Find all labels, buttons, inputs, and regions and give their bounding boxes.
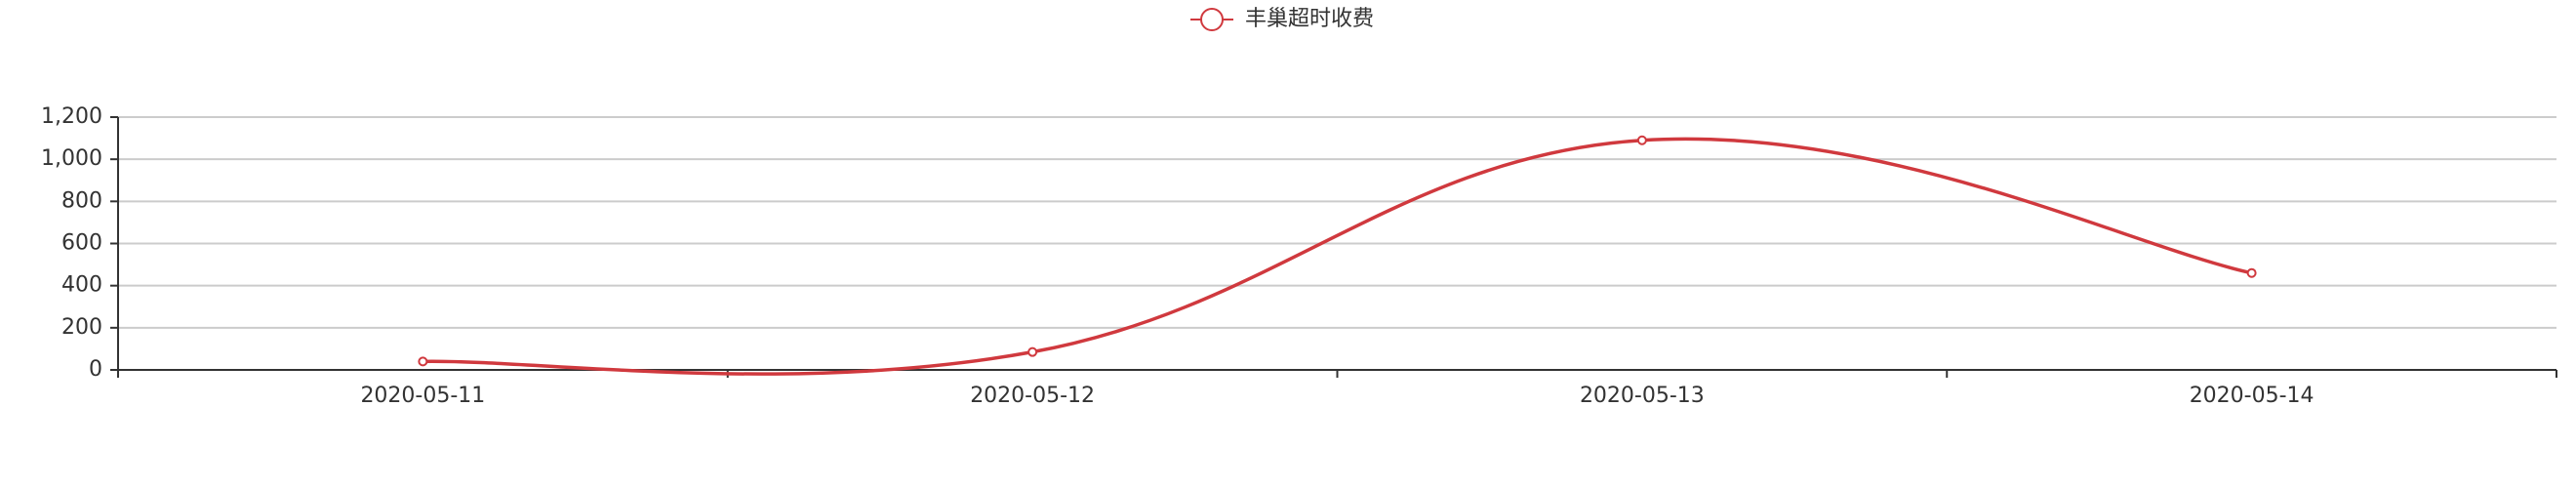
y-tick-label: 400 xyxy=(61,273,102,298)
legend-label: 丰巢超时收费 xyxy=(1245,7,1374,31)
x-tick-label: 2020-05-13 xyxy=(1580,384,1705,408)
x-tick-label: 2020-05-14 xyxy=(2190,384,2314,408)
y-tick-label: 1,000 xyxy=(41,146,102,171)
legend-marker xyxy=(1200,8,1224,31)
point xyxy=(1636,135,1647,145)
y-tick-label: 800 xyxy=(61,188,102,213)
line xyxy=(423,137,2253,376)
point xyxy=(2246,267,2257,278)
y-tick-label: 0 xyxy=(89,357,102,382)
point xyxy=(1027,346,1038,357)
x-tick-label: 2020-05-11 xyxy=(360,384,485,408)
y-tick-label: 600 xyxy=(61,231,102,256)
point xyxy=(418,356,428,367)
y-tick-label: 1,200 xyxy=(41,104,102,129)
x-tick-label: 2020-05-12 xyxy=(970,384,1095,408)
y-tick-label: 200 xyxy=(61,315,102,340)
